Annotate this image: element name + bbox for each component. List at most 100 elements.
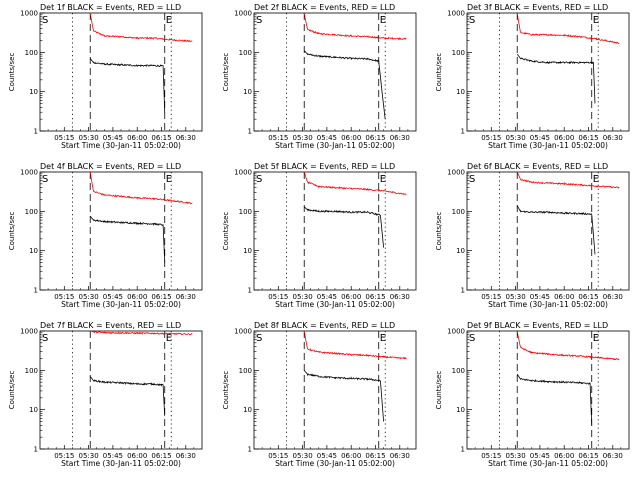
start-marker: S (42, 174, 48, 185)
x-tick-label: 06:15 (365, 134, 385, 142)
y-tick-label: 1 (34, 128, 38, 136)
x-tick-label: 06:00 (341, 134, 361, 142)
y-tick-label: 1 (461, 128, 465, 136)
x-tick-label: 06:00 (341, 452, 361, 460)
x-tick-label: 05:45 (317, 293, 337, 301)
x-tick-label: 06:15 (578, 452, 598, 460)
y-tick-label: 1000 (447, 328, 465, 336)
x-tick-label: 06:15 (365, 293, 385, 301)
y-tick-label: 10 (29, 88, 38, 96)
events-series-line (89, 215, 166, 263)
x-tick-label: 06:15 (578, 134, 598, 142)
start-marker: S (256, 333, 262, 344)
panel-title: Det 6f BLACK = Events, RED = LLD (467, 162, 608, 171)
x-tick-label: 06:00 (554, 452, 574, 460)
plot-frame (466, 12, 630, 132)
x-tick-label: 05:45 (530, 452, 550, 460)
panel-title: Det 8f BLACK = Events, RED = LLD (254, 321, 395, 330)
panel-1: Det 1f BLACK = Events, RED = LLD 1 10 100 10… (8, 3, 203, 150)
x-tick-label: 06:30 (390, 293, 410, 301)
y-tick-label: 1000 (234, 328, 252, 336)
panel-title: Det 9f BLACK = Events, RED = LLD (467, 321, 608, 330)
x-axis-label: Start Time (30-Jan-11 05:02:00) (488, 459, 608, 468)
lld-series-line (516, 171, 620, 189)
lld-series-line (516, 330, 620, 361)
end-marker: E (593, 15, 599, 26)
y-tick-label: 1000 (234, 10, 252, 18)
y-tick-label: 10 (456, 88, 465, 96)
x-tick-label: 06:00 (127, 452, 147, 460)
y-tick-label: 100 (452, 208, 465, 216)
x-tick-label: 05:30 (293, 134, 313, 142)
x-tick-label: 06:15 (151, 452, 171, 460)
lld-series-line (303, 330, 407, 360)
x-tick-label: 06:30 (390, 452, 410, 460)
lld-series-line (303, 171, 407, 195)
x-tick-label: 06:15 (151, 134, 171, 142)
panel-4: Det 4f BLACK = Events, RED = LLD 1 10 100 10… (8, 162, 203, 309)
panel-title: Det 5f BLACK = Events, RED = LLD (254, 162, 395, 171)
start-marker: S (469, 174, 475, 185)
x-axis-label: Start Time (30-Jan-11 05:02:00) (275, 300, 395, 309)
y-tick-label: 1000 (447, 10, 465, 18)
x-tick-label: 05:15 (268, 134, 288, 142)
x-tick-label: 05:15 (268, 293, 288, 301)
panel-8: Det 8f BLACK = Events, RED = LLD 1 10 100 10… (222, 321, 417, 468)
x-axis-label: Start Time (30-Jan-11 05:02:00) (275, 459, 395, 468)
end-marker: E (166, 174, 172, 185)
x-axis-label: Start Time (30-Jan-11 05:02:00) (61, 459, 181, 468)
x-tick-label: 05:30 (79, 452, 99, 460)
y-tick-label: 1 (461, 446, 465, 454)
end-marker: E (593, 174, 599, 185)
end-marker: E (380, 174, 386, 185)
x-axis-label: Start Time (30-Jan-11 05:02:00) (61, 141, 181, 150)
end-marker: E (166, 15, 172, 26)
y-tick-label: 10 (456, 247, 465, 255)
y-tick-label: 10 (243, 406, 252, 414)
x-tick-label: 05:45 (103, 452, 123, 460)
y-tick-label: 1 (461, 287, 465, 295)
y-tick-label: 1 (248, 446, 252, 454)
panel-title: Det 3f BLACK = Events, RED = LLD (467, 3, 608, 12)
x-tick-label: 06:15 (365, 452, 385, 460)
plot-frame (466, 171, 630, 291)
y-axis-label: Counts/sec (8, 371, 16, 410)
x-tick-label: 05:15 (481, 452, 501, 460)
x-tick-label: 05:15 (54, 134, 74, 142)
x-tick-label: 05:30 (293, 452, 313, 460)
x-tick-label: 05:45 (103, 293, 123, 301)
x-axis-label: Start Time (30-Jan-11 05:02:00) (275, 141, 395, 150)
y-axis-label: Counts/sec (8, 53, 16, 92)
lld-series-line (90, 330, 193, 336)
x-tick-label: 05:30 (293, 293, 313, 301)
y-tick-label: 100 (452, 367, 465, 375)
x-tick-label: 05:45 (317, 134, 337, 142)
lld-series-line (89, 12, 193, 43)
end-marker: E (380, 15, 386, 26)
panel-3: Det 3f BLACK = Events, RED = LLD 1 10 100 10… (435, 3, 630, 150)
x-tick-label: 05:15 (268, 452, 288, 460)
x-tick-label: 06:30 (603, 452, 623, 460)
x-axis-label: Start Time (30-Jan-11 05:02:00) (488, 300, 608, 309)
y-tick-label: 1 (34, 446, 38, 454)
events-series-line (303, 206, 384, 248)
x-tick-label: 06:00 (127, 293, 147, 301)
plot-frame (466, 330, 630, 450)
x-axis-label: Start Time (30-Jan-11 05:02:00) (61, 300, 181, 309)
x-tick-label: 05:45 (317, 452, 337, 460)
x-tick-label: 06:00 (554, 293, 574, 301)
y-tick-label: 100 (25, 367, 38, 375)
panel-2: Det 2f BLACK = Events, RED = LLD 1 10 100 10… (222, 3, 417, 150)
panel-6: Det 6f BLACK = Events, RED = LLD 1 10 100 10… (435, 162, 630, 309)
plot-frame (253, 330, 417, 450)
start-marker: S (469, 333, 475, 344)
lld-series-line (516, 12, 620, 45)
x-tick-label: 05:15 (54, 452, 74, 460)
x-tick-label: 06:30 (603, 134, 623, 142)
y-tick-label: 100 (239, 208, 252, 216)
y-tick-label: 100 (25, 208, 38, 216)
start-marker: S (42, 15, 48, 26)
y-tick-label: 1000 (20, 328, 38, 336)
x-tick-label: 05:45 (530, 134, 550, 142)
